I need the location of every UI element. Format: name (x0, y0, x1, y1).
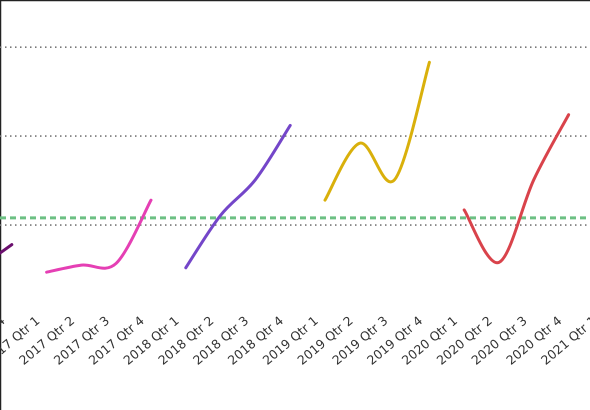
line-series (0, 243, 14, 255)
line-series (462, 113, 571, 264)
line-series (45, 198, 153, 274)
line-series (323, 60, 431, 202)
line-series (184, 123, 292, 270)
